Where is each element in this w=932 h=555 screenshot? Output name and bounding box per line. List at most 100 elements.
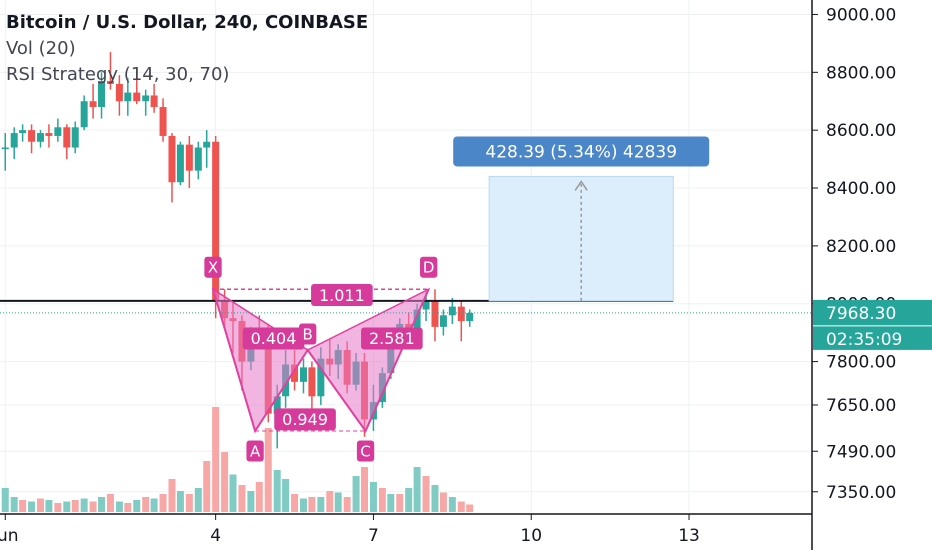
point-label-group: B xyxy=(299,323,317,345)
candle-body xyxy=(203,141,211,148)
candle-body xyxy=(176,144,184,183)
volume-bar xyxy=(387,494,395,512)
volume-bar xyxy=(264,428,272,512)
volume-bar xyxy=(317,497,325,512)
volume-bar xyxy=(413,467,421,512)
point-label-group: X xyxy=(204,256,222,278)
time-tick-label: 10 xyxy=(520,526,542,546)
price-tick-label: 7490.00 xyxy=(826,442,896,462)
ratio-label-group: 1.011 xyxy=(311,284,373,307)
candle-body xyxy=(142,95,150,102)
ratio-label: 2.581 xyxy=(369,329,415,348)
candle-body xyxy=(273,396,281,414)
volume-bar xyxy=(352,476,360,512)
ratio-label-group: 0.949 xyxy=(274,408,336,431)
candle-body xyxy=(106,80,114,84)
volume-bar xyxy=(115,501,123,512)
price-tick-label: 7650.00 xyxy=(826,396,896,416)
volume-bar xyxy=(71,500,79,512)
volume-bar xyxy=(273,470,281,512)
point-label-bg xyxy=(204,256,222,278)
harmonic-pattern: 1.011 0.404 2.581 0.949 X A B C D xyxy=(204,256,438,462)
point-label-group: A xyxy=(246,440,264,462)
indicator-rsi[interactable]: RSI Strategy (14, 30, 70) xyxy=(6,64,230,85)
volume-bar xyxy=(299,498,307,512)
volume-bar xyxy=(247,491,255,512)
candle-body xyxy=(45,133,53,136)
price-tick-label: 9000.00 xyxy=(826,5,896,25)
volume-bar xyxy=(45,500,53,512)
volume-bar xyxy=(405,488,413,512)
price-tick-label: 8600.00 xyxy=(826,121,896,141)
measure-label-bg xyxy=(453,136,710,167)
indicator-volume[interactable]: Vol (20) xyxy=(6,38,76,59)
volume-bar xyxy=(168,479,176,512)
last-price-tag xyxy=(813,299,932,350)
price-tick-label: 8800.00 xyxy=(826,63,896,83)
countdown-value: 02:35:09 xyxy=(826,330,902,350)
volume-bar xyxy=(63,501,71,512)
time-tick-label: 13 xyxy=(678,526,700,546)
point-label: A xyxy=(250,442,261,460)
volume-bar xyxy=(457,501,465,512)
volume-bar xyxy=(176,491,184,512)
volume-bar xyxy=(185,494,193,512)
volume-bar xyxy=(466,504,474,512)
candle-body xyxy=(212,141,220,301)
ratio-label-bg xyxy=(361,327,423,350)
ratio-label-group: 2.581 xyxy=(361,327,423,350)
volume-bar xyxy=(291,494,299,512)
candle-body xyxy=(124,92,132,102)
volume-bar xyxy=(448,497,456,512)
candle-body xyxy=(308,367,316,397)
measure-label: 428.39 (5.34%) 42839 xyxy=(485,142,677,162)
volume-bar xyxy=(159,494,167,512)
volume-bar xyxy=(1,488,9,512)
candle-body xyxy=(54,127,62,136)
price-tick-label: 8200.00 xyxy=(826,237,896,257)
candle-body xyxy=(422,300,430,310)
candle-body xyxy=(299,367,307,382)
ratio-label: 0.404 xyxy=(251,329,297,348)
volume-bar xyxy=(361,467,368,512)
candle-body xyxy=(89,101,97,108)
time-tick-label: 4 xyxy=(210,526,221,546)
candle-body xyxy=(63,127,71,148)
candle-body xyxy=(413,309,421,333)
volume-bar xyxy=(106,494,114,512)
point-label: D xyxy=(423,259,435,277)
volume-bar xyxy=(194,488,202,512)
candle-body xyxy=(431,300,439,327)
measure-tool: 428.39 (5.34%) 42839 xyxy=(453,136,710,302)
volume-bar xyxy=(54,503,62,512)
candle-body xyxy=(317,358,325,397)
candle-body xyxy=(168,135,176,183)
candle-body xyxy=(28,130,36,142)
candle-body xyxy=(457,306,465,322)
ratio-label-bg xyxy=(311,284,373,307)
volume-bar xyxy=(326,491,334,512)
volume-bar xyxy=(150,498,158,512)
candle-body xyxy=(291,364,299,382)
volume-bar xyxy=(282,479,290,512)
candle-body xyxy=(115,83,123,102)
candle-body xyxy=(10,133,18,148)
candle-body xyxy=(150,95,158,108)
candle-body xyxy=(448,306,456,316)
price-tick-label: 8400.00 xyxy=(826,179,896,199)
volume-bar xyxy=(396,494,404,512)
candle-body xyxy=(71,127,79,148)
candle-body xyxy=(37,133,44,142)
volume-bar xyxy=(212,407,220,512)
candle-body xyxy=(185,144,193,171)
volume-bar xyxy=(89,501,97,512)
candle-body xyxy=(439,315,447,327)
volume-bar xyxy=(10,497,18,512)
price-tick-label: 7800.00 xyxy=(826,353,896,373)
volume-bar xyxy=(98,497,106,512)
volume-bar xyxy=(238,485,246,512)
ratio-label: 0.949 xyxy=(282,410,328,429)
